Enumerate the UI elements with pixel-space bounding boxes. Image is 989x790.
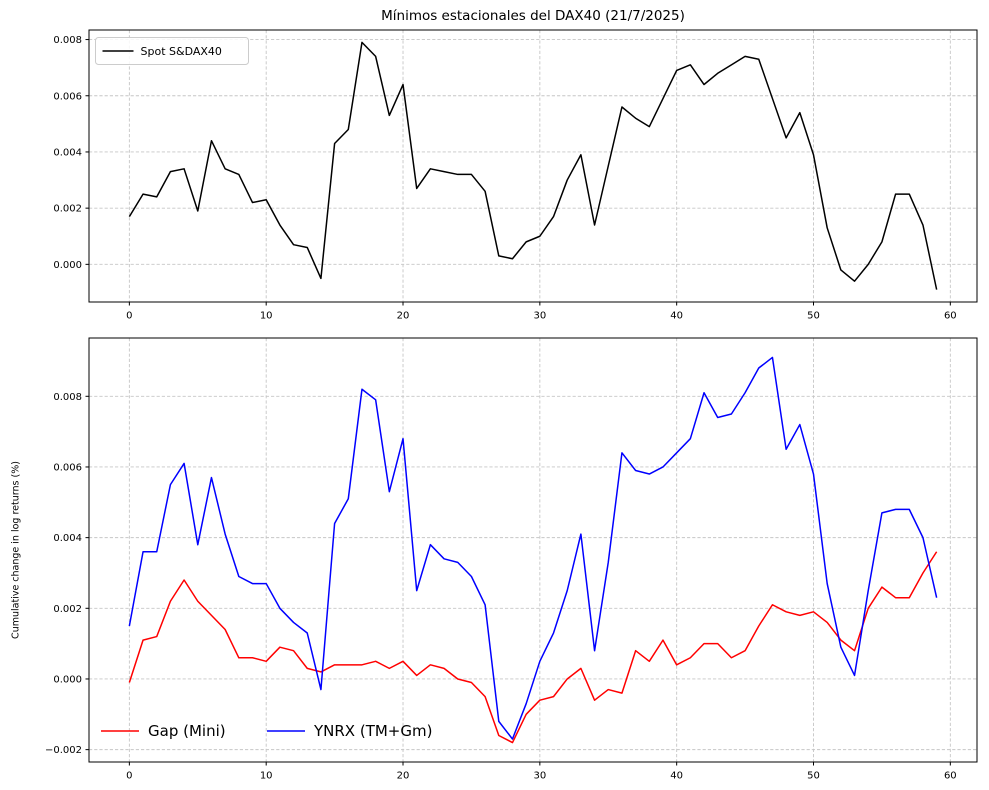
plot-background — [89, 30, 977, 302]
x-tick-label: 10 — [260, 311, 273, 322]
x-tick-label: 0 — [126, 311, 132, 322]
y-tick-label: 0.002 — [53, 204, 82, 215]
x-tick-label: 20 — [397, 311, 410, 322]
x-tick-label: 60 — [944, 311, 957, 322]
x-tick-label: 10 — [260, 771, 273, 782]
x-tick-label: 20 — [397, 771, 410, 782]
x-tick-label: 40 — [670, 771, 683, 782]
y-tick-label: 0.006 — [53, 462, 82, 473]
y-tick-label: 0.008 — [53, 392, 82, 403]
series-line-ynrx-tm-gm- — [128, 356, 938, 740]
chart-title: Mínimos estacionales del DAX40 (21/7/202… — [381, 8, 685, 24]
y-tick-label: 0.006 — [53, 91, 82, 102]
bottom-chart-y-axis-label: Cumulative change in log returns (%) — [10, 461, 22, 639]
spot-dax40-axes: 0 10 20 30 40 50 60 0.000 0.002 0.004 0.006 0.008 Sp… — [53, 29, 978, 322]
x-tick-label: 60 — [944, 771, 957, 782]
legend-label: Gap (Mini) — [148, 722, 226, 740]
y-tick-label: 0.004 — [53, 533, 82, 544]
y-tick-label: 0.008 — [53, 35, 82, 46]
y-tick-label: 0.002 — [53, 604, 82, 615]
legend-label: YNRX (TM+Gm) — [313, 722, 432, 740]
y-tick-label: 0.004 — [53, 147, 82, 158]
x-tick-label: 50 — [807, 311, 820, 322]
plot-background — [89, 338, 977, 762]
x-tick-label: 50 — [807, 771, 820, 782]
legend-label: Spot S&DAX40 — [141, 45, 222, 58]
legend: Spot S&DAX40 — [95, 37, 249, 65]
legend-frame — [95, 37, 249, 65]
y-tick-label: 0.000 — [53, 674, 82, 685]
x-tick-label: 30 — [533, 771, 546, 782]
legend: Gap (Mini) YNRX (TM+Gm) — [101, 722, 432, 740]
series-line-gap-mini- — [128, 551, 938, 744]
axes-spines — [88, 29, 978, 303]
y-tick-label: −0.002 — [45, 745, 82, 756]
axes-spines — [88, 337, 978, 763]
x-tick-label: 40 — [670, 311, 683, 322]
series-line-spot-s-dax40 — [128, 41, 938, 290]
cumulative-returns-axes: 0 10 20 30 40 50 60 −0.002 0.000 0.002 0.004 0.006 0… — [45, 337, 978, 782]
x-tick-label: 0 — [126, 771, 132, 782]
x-tick-label: 30 — [533, 311, 546, 322]
y-tick-label: 0.000 — [53, 260, 82, 271]
